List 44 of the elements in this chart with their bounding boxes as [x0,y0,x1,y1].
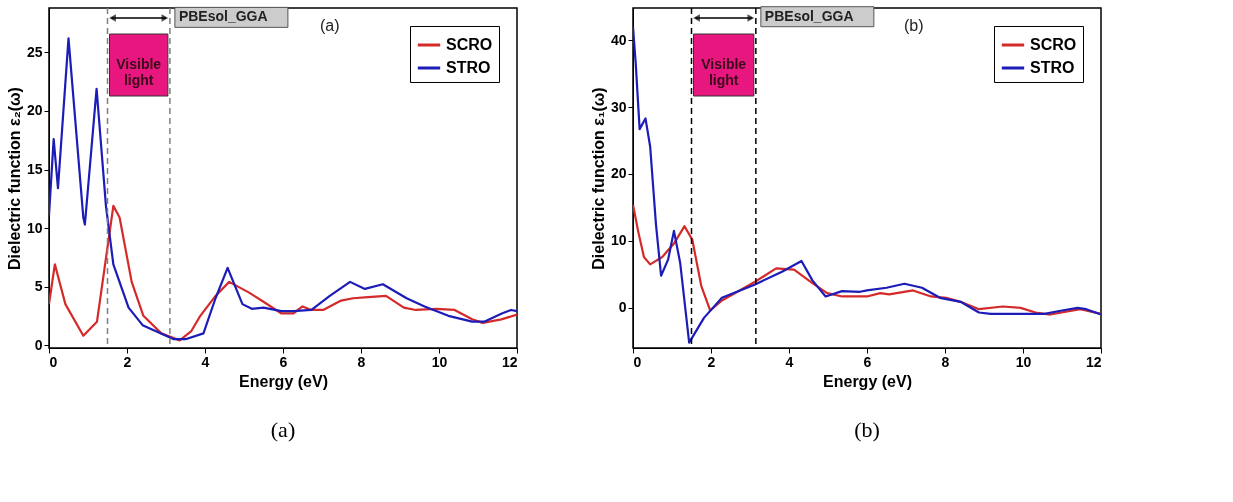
y-tick-label: 5 [34,278,43,295]
annotation: Visible light [116,56,162,88]
y-tick-label: 0 [618,299,627,316]
text: (b) [854,417,880,442]
annotation: Visible light [701,56,747,88]
x-tick-label: 0 [49,353,58,370]
x-axis-title: Energy (eV) [823,372,912,390]
y-axis-title: Dielectric function ε₂(ω) [5,87,23,270]
annotation: PBEsol_GGA [178,8,268,25]
legend-label: SCRO [446,36,493,53]
y-tick-label: 40 [610,31,627,48]
text: (a) [270,417,296,442]
x-tick-label: 0 [633,353,642,370]
annotation: PBEsol_GGA [764,7,854,24]
x-tick-label: 10 [431,353,448,370]
y-tick-label: 30 [610,98,627,115]
x-tick-label: 6 [279,353,288,370]
x-tick-label: 8 [357,353,366,370]
x-tick-label: 12 [501,353,518,370]
x-tick-label: 2 [707,353,716,370]
annotation: (b) [904,17,924,34]
x-tick-label: 10 [1015,353,1032,370]
x-tick-label: 8 [941,353,950,370]
y-tick-label: 10 [610,232,627,249]
y-tick-label: 0 [34,336,43,353]
x-tick-label: 6 [863,353,872,370]
x-tick-label: 4 [201,353,210,370]
line-series [49,204,517,342]
y-tick-label: 25 [26,43,43,60]
legend-label: SCRO [1030,36,1077,53]
line-series [49,37,517,341]
y-tick-label: 20 [610,165,627,182]
y-axis-title: Dielectric function ε₁(ω) [589,87,607,270]
x-tick-label: 2 [123,353,132,370]
x-tick-label: 4 [785,353,794,370]
y-tick-label: 10 [26,219,43,236]
y-tick-label: 15 [26,161,43,178]
legend-label: STRO [446,59,491,76]
x-axis-title: Energy (eV) [239,372,328,390]
legend-label: STRO [1030,59,1075,76]
line-series [633,203,1101,316]
x-tick-label: 12 [1085,353,1102,370]
y-tick-label: 20 [26,102,43,119]
annotation: (a) [320,17,340,34]
